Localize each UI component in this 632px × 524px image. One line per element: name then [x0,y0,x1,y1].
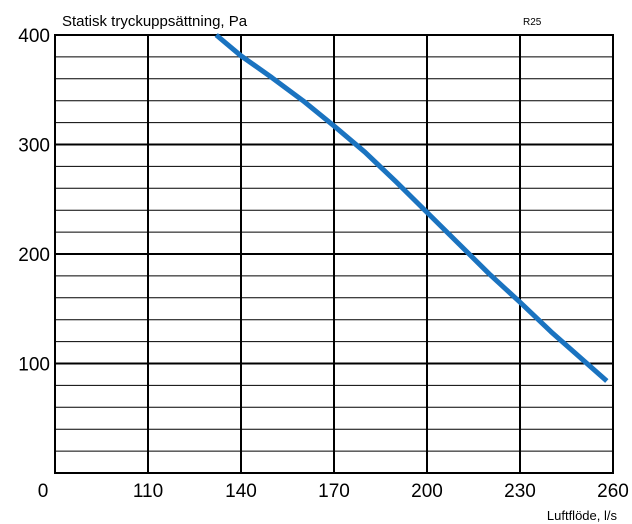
x-tick-label: 230 [504,481,536,502]
series-group [214,33,609,383]
tick-labels: 0 110 140 170 200 230 260 100 200 300 400 [18,26,629,502]
x-tick-label: 200 [411,481,443,502]
x-tick-label: 110 [133,481,163,502]
y-tick-label: 100 [18,355,50,376]
x-axis-label: Luftflöde, l/s [547,508,618,523]
x-tick-label: 260 [597,481,629,502]
chart-tag: R25 [523,17,542,28]
plot-frame [54,34,614,474]
x-tick-label: 0 [38,481,49,502]
chart-title: Statisk tryckuppsättning, Pa [62,13,248,30]
y-tick-label: 400 [18,26,50,47]
grid [55,35,613,473]
series-line-0 [214,33,609,383]
y-tick-label: 300 [18,136,50,157]
x-tick-label: 140 [225,481,257,502]
x-tick-label: 170 [318,481,350,502]
y-tick-label: 200 [18,245,50,266]
